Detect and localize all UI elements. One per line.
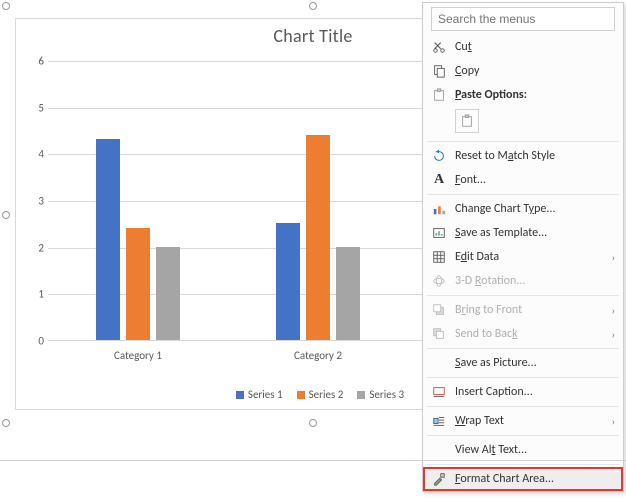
menu-item-label: Paste Options: bbox=[455, 87, 615, 103]
menu-item-label: 3-D Rotation... bbox=[455, 273, 615, 289]
menu-item-cut[interactable]: Cut bbox=[423, 35, 623, 59]
bar-series1[interactable] bbox=[276, 223, 300, 340]
selection-handle[interactable] bbox=[2, 2, 10, 10]
font-icon: A bbox=[429, 172, 449, 188]
copy-icon bbox=[429, 63, 449, 79]
bar-series2[interactable] bbox=[306, 135, 330, 340]
menu-item-font[interactable]: A Font... bbox=[423, 168, 623, 192]
menu-item-reset[interactable]: Reset to Match Style bbox=[423, 144, 623, 168]
submenu-arrow-icon: › bbox=[606, 328, 615, 341]
paste-option-button[interactable] bbox=[455, 109, 479, 133]
submenu-arrow-icon: › bbox=[606, 251, 615, 264]
x-axis-label: Category 2 bbox=[294, 349, 342, 362]
blank bbox=[429, 442, 449, 458]
menu-item-label: Change Chart Type... bbox=[455, 201, 615, 217]
menu-item-ins-caption[interactable]: Insert Caption... bbox=[423, 380, 623, 404]
send-back-icon bbox=[429, 326, 449, 342]
y-axis-label: 5 bbox=[26, 101, 44, 114]
chart-type-icon bbox=[429, 201, 449, 217]
menu-item-paste-head[interactable]: Paste Options: bbox=[423, 83, 623, 107]
menu-item-copy[interactable]: Copy bbox=[423, 59, 623, 83]
menu-item-label: Insert Caption... bbox=[455, 384, 615, 400]
menu-separator bbox=[427, 295, 619, 296]
legend-swatch bbox=[236, 391, 244, 399]
menu-item-format-area[interactable]: Format Chart Area... bbox=[423, 467, 623, 491]
y-axis-label: 3 bbox=[26, 195, 44, 208]
legend-swatch bbox=[297, 391, 305, 399]
y-axis-label: 0 bbox=[26, 335, 44, 348]
menu-item-label: Send to Back bbox=[455, 326, 606, 342]
y-axis-label: 2 bbox=[26, 241, 44, 254]
menu-item-save-tmpl[interactable]: Save as Template... bbox=[423, 221, 623, 245]
cut-icon bbox=[429, 39, 449, 55]
bar-series3[interactable] bbox=[156, 247, 180, 340]
legend-label[interactable]: Series 3 bbox=[369, 388, 404, 401]
menu-item-send-back: Send to Back› bbox=[423, 322, 623, 346]
menu-item-label: Copy bbox=[455, 63, 615, 79]
menu-search-input[interactable] bbox=[431, 7, 615, 31]
y-axis-label: 4 bbox=[26, 148, 44, 161]
menu-item-save-pic[interactable]: Save as Picture... bbox=[423, 351, 623, 375]
selection-handle[interactable] bbox=[309, 2, 317, 10]
selection-handle[interactable] bbox=[309, 419, 317, 427]
menu-separator bbox=[427, 194, 619, 195]
menu-item-label: Bring to Front bbox=[455, 302, 606, 318]
menu-separator bbox=[427, 406, 619, 407]
menu-item-alt-text[interactable]: View Alt Text... bbox=[423, 438, 623, 462]
menu-item-label: Edit Data bbox=[455, 249, 606, 265]
edit-data-icon bbox=[429, 249, 449, 265]
submenu-arrow-icon: › bbox=[606, 304, 615, 317]
bar-series1[interactable] bbox=[96, 139, 120, 340]
submenu-arrow-icon: › bbox=[606, 415, 615, 428]
menu-item-change-type[interactable]: Change Chart Type... bbox=[423, 197, 623, 221]
menu-item-label: Save as Template... bbox=[455, 225, 615, 241]
menu-item-label: View Alt Text... bbox=[455, 442, 615, 458]
menu-item-label: Reset to Match Style bbox=[455, 148, 615, 164]
y-axis-label: 1 bbox=[26, 288, 44, 301]
menu-separator bbox=[427, 435, 619, 436]
menu-separator bbox=[427, 141, 619, 142]
menu-separator bbox=[427, 348, 619, 349]
legend-label[interactable]: Series 1 bbox=[248, 388, 283, 401]
menu-separator bbox=[427, 464, 619, 465]
bar-series2[interactable] bbox=[126, 228, 150, 340]
menu-item-wrap-text[interactable]: Wrap Text› bbox=[423, 409, 623, 433]
menu-separator bbox=[427, 377, 619, 378]
paste-icon bbox=[429, 87, 449, 103]
legend-swatch bbox=[357, 391, 365, 399]
wrap-icon bbox=[429, 413, 449, 429]
caption-icon bbox=[429, 384, 449, 400]
blank bbox=[429, 355, 449, 371]
context-menu: Cut Copy Paste Options: Reset to Match Styl… bbox=[422, 2, 624, 492]
menu-item-label: Cut bbox=[455, 39, 615, 55]
menu-item-label: Format Chart Area... bbox=[455, 471, 615, 487]
format-icon bbox=[429, 471, 449, 487]
canvas: Chart Title 0123456Category 1Category 2C… bbox=[0, 0, 626, 500]
paste-options-row bbox=[423, 107, 623, 139]
menu-item-label: Save as Picture... bbox=[455, 355, 615, 371]
menu-item-3d: 3-D Rotation... bbox=[423, 269, 623, 293]
selection-handle[interactable] bbox=[2, 211, 10, 219]
legend-label[interactable]: Series 2 bbox=[309, 388, 344, 401]
reset-icon bbox=[429, 148, 449, 164]
selection-handle[interactable] bbox=[2, 419, 10, 427]
menu-item-label: Font... bbox=[455, 172, 615, 188]
bring-front-icon bbox=[429, 302, 449, 318]
bar-series3[interactable] bbox=[336, 247, 360, 340]
template-icon bbox=[429, 225, 449, 241]
y-axis-label: 6 bbox=[26, 55, 44, 68]
menu-search bbox=[423, 3, 623, 35]
menu-item-label: Wrap Text bbox=[455, 413, 606, 429]
menu-item-bring-front: Bring to Front› bbox=[423, 298, 623, 322]
rotate-3d-icon bbox=[429, 273, 449, 289]
menu-item-edit-data[interactable]: Edit Data› bbox=[423, 245, 623, 269]
page-boundary bbox=[0, 460, 626, 461]
x-axis-label: Category 1 bbox=[114, 349, 162, 362]
